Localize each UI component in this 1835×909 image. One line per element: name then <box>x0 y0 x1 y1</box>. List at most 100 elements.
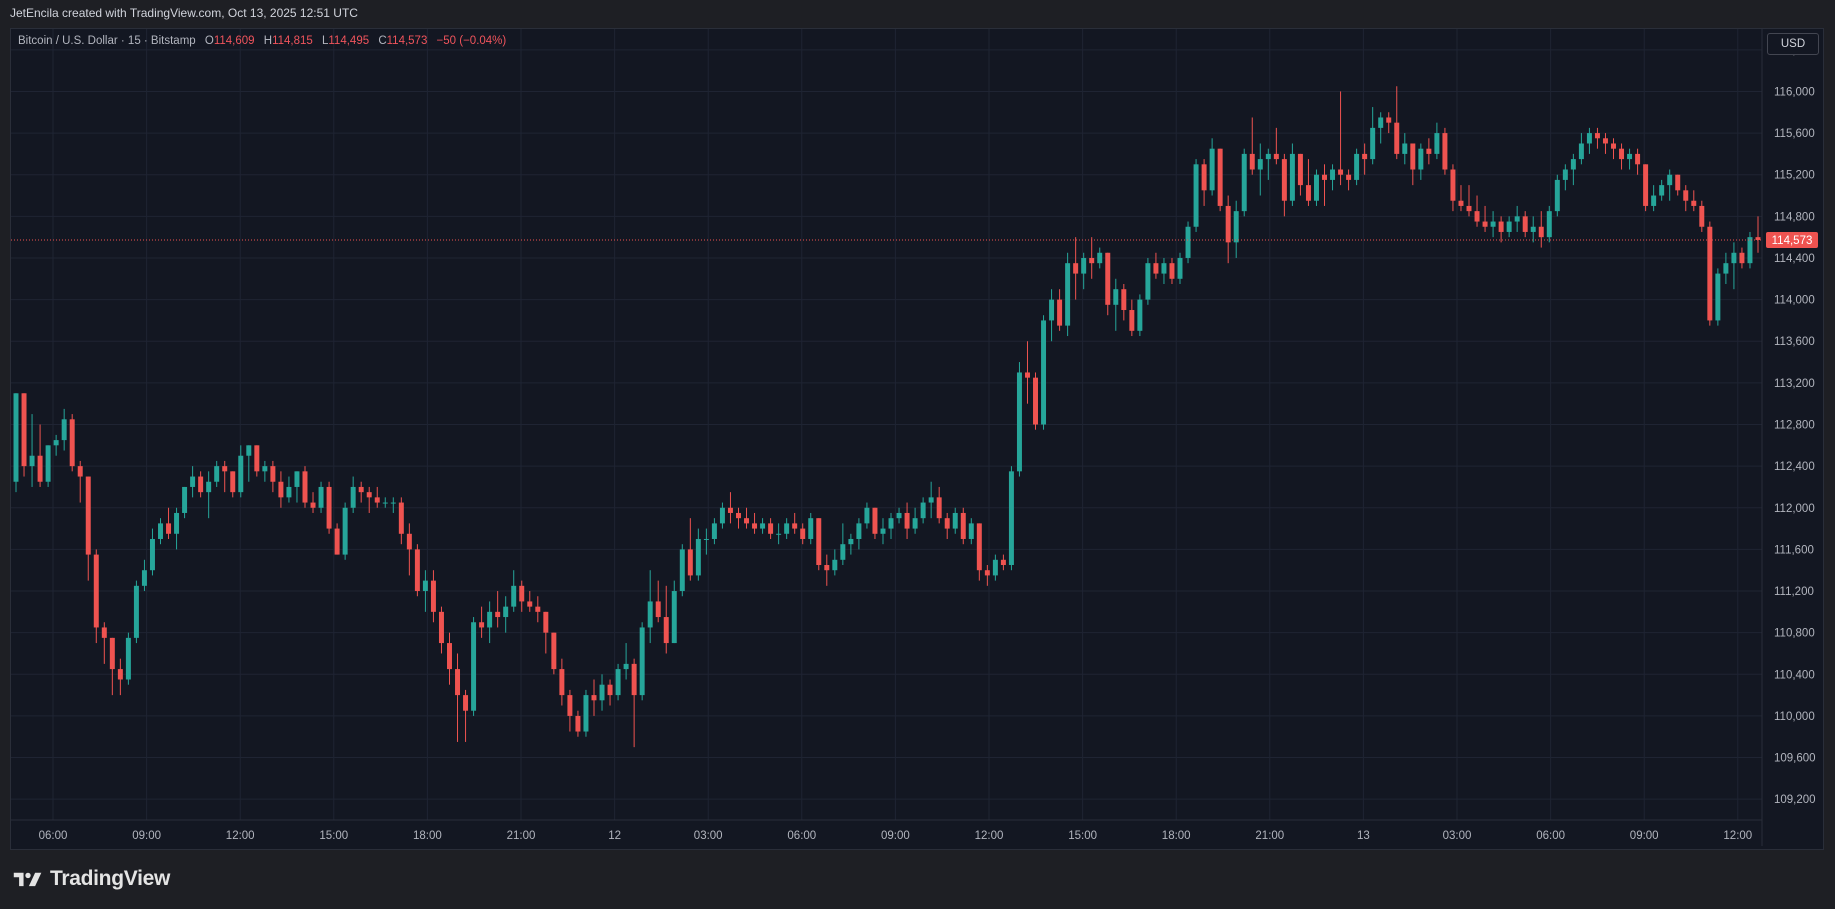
candle-body <box>1201 164 1207 191</box>
candle-body <box>1313 174 1319 201</box>
candle-body <box>1297 153 1303 186</box>
candle-body <box>1073 263 1079 274</box>
candle-body <box>422 580 428 592</box>
candle-body <box>198 476 204 493</box>
candle-body <box>535 606 541 612</box>
chart-frame <box>10 28 1824 850</box>
candle-body <box>824 565 830 571</box>
candle-body <box>1346 174 1352 180</box>
tradingview-logo[interactable]: TradingView <box>12 866 170 892</box>
y-tick-label: 114,800 <box>1774 211 1815 223</box>
candle-body <box>174 512 180 534</box>
candle-body <box>1474 211 1480 222</box>
candle-body <box>1153 263 1159 274</box>
candle-body <box>1394 122 1400 154</box>
candle-body <box>1627 153 1633 160</box>
candle-body <box>278 481 284 498</box>
legend-symbol: Bitcoin / U.S. Dollar · 15 · Bitstamp <box>18 35 196 47</box>
candle-body <box>655 601 661 618</box>
candle-body <box>1635 153 1641 165</box>
candle-body <box>735 512 741 519</box>
legend-high-value: 114,815 <box>272 35 313 47</box>
candle-body <box>1611 143 1616 149</box>
candle-body <box>1338 169 1344 175</box>
candle-body <box>768 523 774 534</box>
x-tick-label: 15:00 <box>1068 830 1097 842</box>
candle-body <box>29 455 35 467</box>
y-tick-label: 112,000 <box>1774 503 1815 515</box>
x-tick-label: 09:00 <box>1630 830 1659 842</box>
candle-body <box>45 445 51 482</box>
candle-body <box>77 466 83 477</box>
candle-body <box>639 627 645 696</box>
legend-open-value: 114,609 <box>213 35 255 47</box>
candle-body <box>61 419 67 441</box>
candle-body <box>1538 226 1544 238</box>
candle-body <box>1057 299 1063 326</box>
candle-body <box>13 393 19 482</box>
candle-body <box>992 559 998 576</box>
x-tick-label: 06:00 <box>39 830 68 842</box>
candle-body <box>141 570 147 586</box>
candle-body <box>599 684 605 701</box>
candle-body <box>1033 377 1039 425</box>
x-tick-label: 03:00 <box>1443 830 1472 842</box>
candle-body <box>1707 226 1713 321</box>
candle-body <box>382 502 388 504</box>
candle-body <box>952 512 958 529</box>
candle-body <box>1113 289 1119 305</box>
candle-body <box>1578 143 1584 160</box>
candle-body <box>262 466 268 472</box>
candle-body <box>792 523 798 529</box>
candle-body <box>1209 148 1215 191</box>
x-tick-label: 09:00 <box>132 830 161 842</box>
legend-close-label: C <box>378 35 387 47</box>
candle-body <box>1121 289 1127 311</box>
candle-body <box>1008 471 1014 566</box>
candle-body <box>671 591 677 644</box>
candle-body <box>1322 174 1327 180</box>
candle-body <box>318 486 324 508</box>
y-tick-label: 113,600 <box>1774 336 1815 348</box>
candle-body <box>358 486 364 493</box>
candle-body <box>904 512 910 529</box>
x-tick-label: 12:00 <box>975 830 1004 842</box>
candle-body <box>1562 169 1568 180</box>
candle-body <box>663 617 669 644</box>
candle-body <box>1281 159 1287 201</box>
y-tick-label: 114,000 <box>1774 295 1815 307</box>
y-tick-label: 110,400 <box>1774 669 1815 681</box>
legend-low-value: 114,495 <box>328 35 370 47</box>
logo-text: TradingView <box>50 867 171 890</box>
x-tick-label: 21:00 <box>1255 830 1284 842</box>
candle-body <box>133 585 139 638</box>
y-tick-label: 111,600 <box>1774 544 1814 556</box>
x-tick-label: 09:00 <box>881 830 910 842</box>
y-tick-label: 109,600 <box>1774 753 1816 765</box>
candle-body <box>1651 195 1657 206</box>
candle-body <box>286 486 292 498</box>
y-tick-label: 112,400 <box>1774 461 1815 473</box>
candle-body <box>1594 133 1600 139</box>
candle-body <box>784 523 790 534</box>
candle-body <box>390 502 396 504</box>
candle-body <box>511 585 517 607</box>
candle-body <box>1530 226 1536 232</box>
candle-body <box>776 533 782 535</box>
candlestick-chart[interactable]: 116,400116,000115,600115,200114,800114,4… <box>0 0 1835 850</box>
candle-body <box>1185 226 1191 258</box>
candle-body <box>1458 200 1464 206</box>
x-tick-label: 12:00 <box>226 830 255 842</box>
candle-body <box>1289 153 1295 201</box>
x-tick-label: 12:00 <box>1723 830 1752 842</box>
candle-body <box>270 466 276 482</box>
currency-button[interactable]: USD <box>1767 33 1819 55</box>
candle-body <box>93 554 99 628</box>
candle-body <box>1466 205 1472 212</box>
candle-body <box>1000 559 1006 566</box>
x-tick-label: 18:00 <box>413 830 442 842</box>
candle-body <box>158 523 163 539</box>
candle-body <box>1081 257 1087 274</box>
candle-body <box>703 538 709 540</box>
candle-body <box>1426 148 1432 154</box>
